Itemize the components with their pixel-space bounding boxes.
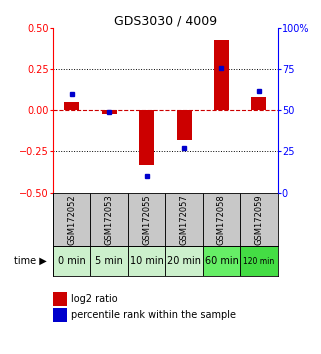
Bar bbox=[91, 246, 128, 276]
Bar bbox=[214, 40, 229, 110]
Text: log2 ratio: log2 ratio bbox=[71, 294, 117, 304]
Text: percentile rank within the sample: percentile rank within the sample bbox=[71, 310, 236, 320]
Bar bbox=[139, 110, 154, 165]
Text: GSM172058: GSM172058 bbox=[217, 194, 226, 245]
Bar bbox=[177, 110, 192, 140]
Bar bbox=[53, 246, 91, 276]
Bar bbox=[165, 246, 203, 276]
Bar bbox=[165, 193, 203, 246]
Text: GSM172052: GSM172052 bbox=[67, 194, 76, 245]
Title: GDS3030 / 4009: GDS3030 / 4009 bbox=[114, 14, 217, 27]
Text: GSM172057: GSM172057 bbox=[179, 194, 188, 245]
Text: 120 min: 120 min bbox=[243, 257, 274, 266]
Bar bbox=[240, 246, 278, 276]
Text: GSM172059: GSM172059 bbox=[255, 194, 264, 245]
Bar bbox=[128, 246, 165, 276]
Bar bbox=[240, 193, 278, 246]
Bar bbox=[203, 193, 240, 246]
Text: 20 min: 20 min bbox=[167, 256, 201, 266]
Bar bbox=[251, 97, 266, 110]
Text: 5 min: 5 min bbox=[95, 256, 123, 266]
Bar bbox=[203, 246, 240, 276]
Bar bbox=[128, 193, 165, 246]
Text: time ▶: time ▶ bbox=[14, 256, 47, 266]
Bar bbox=[64, 102, 79, 110]
Text: GSM172053: GSM172053 bbox=[105, 194, 114, 245]
Text: 0 min: 0 min bbox=[58, 256, 86, 266]
Text: 60 min: 60 min bbox=[204, 256, 239, 266]
Bar bbox=[102, 110, 117, 114]
Text: 10 min: 10 min bbox=[130, 256, 163, 266]
Bar bbox=[53, 193, 91, 246]
Bar bbox=[91, 193, 128, 246]
Text: GSM172055: GSM172055 bbox=[142, 194, 151, 245]
